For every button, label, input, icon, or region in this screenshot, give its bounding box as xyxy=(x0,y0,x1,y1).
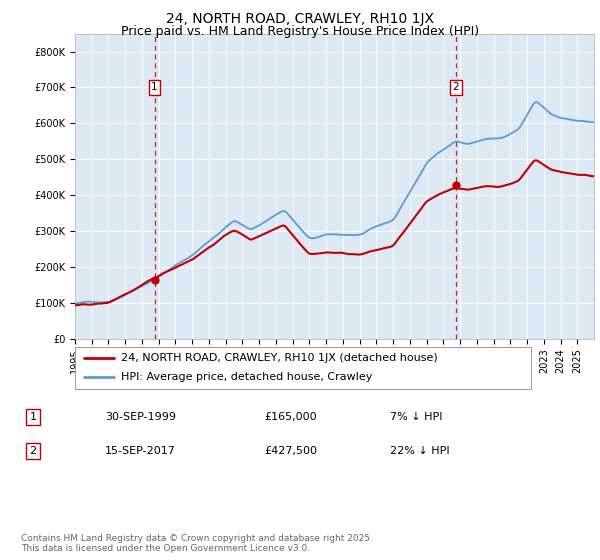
Text: 15-SEP-2017: 15-SEP-2017 xyxy=(105,446,176,456)
Text: £165,000: £165,000 xyxy=(264,412,317,422)
Text: 7% ↓ HPI: 7% ↓ HPI xyxy=(390,412,443,422)
Text: 1: 1 xyxy=(151,82,158,92)
Text: 22% ↓ HPI: 22% ↓ HPI xyxy=(390,446,449,456)
Text: 24, NORTH ROAD, CRAWLEY, RH10 1JX: 24, NORTH ROAD, CRAWLEY, RH10 1JX xyxy=(166,12,434,26)
Text: Contains HM Land Registry data © Crown copyright and database right 2025.
This d: Contains HM Land Registry data © Crown c… xyxy=(21,534,373,553)
Text: Price paid vs. HM Land Registry's House Price Index (HPI): Price paid vs. HM Land Registry's House … xyxy=(121,25,479,38)
Text: £427,500: £427,500 xyxy=(264,446,317,456)
Text: 30-SEP-1999: 30-SEP-1999 xyxy=(105,412,176,422)
Text: 24, NORTH ROAD, CRAWLEY, RH10 1JX (detached house): 24, NORTH ROAD, CRAWLEY, RH10 1JX (detac… xyxy=(121,353,437,363)
Text: 2: 2 xyxy=(452,82,459,92)
Text: 1: 1 xyxy=(29,412,37,422)
Text: 2: 2 xyxy=(29,446,37,456)
Text: HPI: Average price, detached house, Crawley: HPI: Average price, detached house, Craw… xyxy=(121,372,372,382)
